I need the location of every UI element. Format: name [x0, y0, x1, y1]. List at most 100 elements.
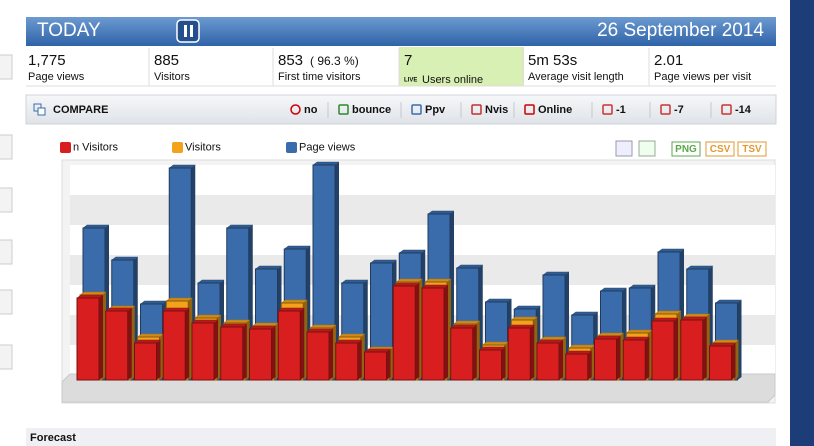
stat-value: 2.01: [654, 52, 683, 69]
bar-side: [242, 324, 247, 380]
bar-side: [99, 295, 103, 380]
compare-icon: [660, 104, 671, 115]
stat-label: Visitors: [154, 71, 190, 83]
stat-note: ( 96.3 %): [310, 54, 359, 68]
legend-swatch: [60, 142, 71, 153]
stat-label: Page views per visit: [654, 71, 751, 83]
bar-side: [271, 326, 276, 380]
header-title: TODAY: [37, 20, 101, 41]
legend-swatch: [286, 142, 297, 153]
bar-side: [329, 329, 333, 380]
bar-side: [386, 349, 391, 380]
stat-value: 7: [404, 52, 412, 69]
compare-option[interactable]: bounce: [352, 104, 391, 116]
compare-option[interactable]: Ppv: [425, 104, 446, 116]
bar-side: [559, 340, 563, 380]
compare-option[interactable]: -14: [735, 104, 752, 116]
bar: [191, 322, 215, 381]
bar: [392, 285, 416, 381]
compare-icon: [338, 104, 349, 115]
bar: [651, 320, 675, 381]
bar: [680, 319, 704, 381]
stat-value: 885: [154, 52, 179, 69]
bar: [421, 287, 445, 381]
stat-label: Users online: [422, 74, 483, 86]
bar-side: [472, 325, 477, 380]
bar-side: [530, 325, 535, 380]
bar: [507, 327, 531, 381]
export-button[interactable]: [737, 141, 767, 157]
bar: [335, 342, 359, 381]
legend-swatch: [172, 142, 183, 153]
stat-value: 1,775: [28, 52, 66, 69]
bar-side: [731, 343, 736, 380]
bar-side: [300, 308, 305, 380]
compare-option[interactable]: -7: [674, 104, 684, 116]
header-date: 26 September 2014: [597, 20, 764, 41]
stat-label: Average visit length: [528, 71, 624, 83]
bar: [479, 349, 502, 381]
compare-icon: [33, 103, 46, 116]
legend-label[interactable]: n Visitors: [73, 141, 119, 153]
stat-badge: LIVE: [404, 78, 417, 84]
bar: [134, 342, 157, 381]
bar-side: [185, 308, 190, 380]
compare-option[interactable]: Nvis: [485, 104, 508, 116]
bar: [220, 326, 244, 381]
bar-side: [156, 340, 161, 380]
bar: [249, 328, 272, 381]
bar-side: [616, 336, 621, 380]
side-panel: [790, 0, 814, 446]
live-highlight: [399, 47, 524, 86]
bar: [76, 297, 100, 381]
bar-side: [674, 318, 678, 380]
bar-side: [357, 340, 362, 380]
bar: [364, 351, 387, 381]
compare-icon: [290, 104, 301, 115]
compare-option[interactable]: -1: [616, 104, 626, 116]
bar: [162, 310, 186, 381]
plot-floor: [61, 373, 776, 403]
bar: [709, 345, 732, 381]
compare-icon: [721, 104, 732, 115]
compare-icon: [471, 104, 482, 115]
bar: [565, 353, 589, 381]
bar-side: [501, 347, 506, 380]
compare-title: COMPARE: [53, 104, 108, 116]
export-label[interactable]: PNG: [675, 144, 697, 155]
chart-type-icons[interactable]: [615, 140, 656, 157]
compare-option[interactable]: Online: [538, 104, 572, 116]
bar: [450, 327, 474, 381]
left-controls: [0, 54, 13, 370]
export-button[interactable]: [705, 141, 735, 157]
stat-value: 5m 53s: [528, 52, 577, 69]
legend-label[interactable]: Page views: [299, 141, 356, 153]
bar: [594, 338, 617, 381]
stat-value: 853: [278, 52, 303, 69]
export-label[interactable]: TSV: [742, 144, 762, 155]
compare-option[interactable]: no: [304, 104, 318, 116]
bar: [277, 310, 301, 381]
legend-label[interactable]: Visitors: [185, 141, 221, 153]
bar-side: [444, 285, 448, 380]
bar-side: [587, 351, 592, 380]
compare-icon: [524, 104, 535, 115]
stat-label: First time visitors: [278, 71, 361, 83]
bar-side: [214, 320, 218, 380]
header-bar: [26, 17, 776, 46]
bar: [105, 310, 129, 381]
compare-icon: [411, 104, 422, 115]
pause-button[interactable]: [176, 19, 200, 43]
export-label[interactable]: CSV: [710, 144, 731, 155]
stat-label: Page views: [28, 71, 85, 83]
compare-icon: [602, 104, 613, 115]
bar-side: [645, 337, 650, 380]
bar: [536, 342, 560, 381]
bar-side: [415, 283, 420, 380]
export-button[interactable]: [671, 141, 701, 157]
bar: [622, 339, 646, 381]
forecast-bar: [26, 428, 776, 446]
bar: [306, 331, 330, 381]
bar-side: [702, 317, 707, 380]
